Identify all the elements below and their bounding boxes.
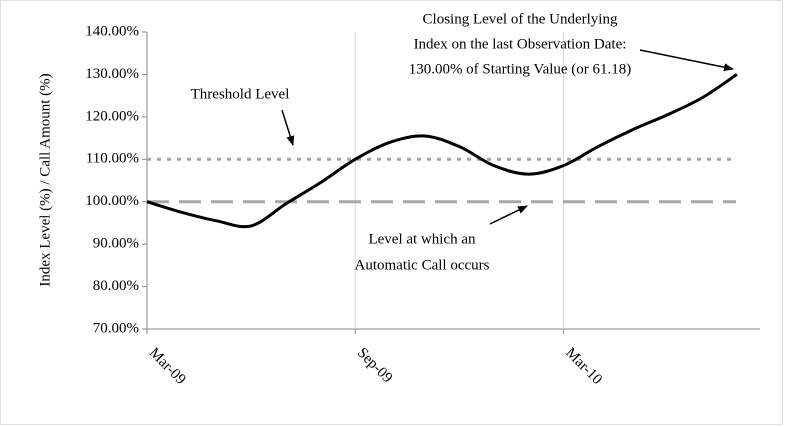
x-tick-label: Mar-09 bbox=[146, 345, 189, 388]
annotation: 130.00% of Starting Value (or 61.18) bbox=[409, 61, 632, 77]
y-tick-label: 80.00% bbox=[93, 278, 139, 294]
annotation-arrow bbox=[639, 49, 734, 72]
series-line bbox=[146, 73, 738, 229]
annotation: Threshold Level bbox=[191, 86, 290, 102]
x-tick-label: Mar-10 bbox=[562, 345, 605, 388]
y-tick-label: 140.00% bbox=[85, 23, 139, 39]
y-tick-label: 70.00% bbox=[93, 320, 139, 336]
annotation: Automatic Call occurs bbox=[355, 257, 490, 273]
y-axis-label: Index Level (%) / Call Amount (%) bbox=[37, 73, 53, 286]
annotation: Closing Level of the Underlying bbox=[423, 11, 618, 27]
annotation: Index on the last Observation Date: bbox=[414, 36, 627, 52]
x-tick-label: Sep-09 bbox=[354, 345, 395, 386]
annotation: Level at which an bbox=[368, 231, 476, 247]
y-tick-label: 120.00% bbox=[85, 108, 139, 124]
y-tick-label: 110.00% bbox=[86, 151, 139, 167]
annotation-arrow bbox=[281, 109, 295, 146]
y-tick-label: 130.00% bbox=[85, 66, 139, 82]
annotation-arrow bbox=[489, 205, 528, 225]
y-tick-label: 100.00% bbox=[85, 193, 139, 209]
y-tick-label: 90.00% bbox=[93, 236, 139, 252]
